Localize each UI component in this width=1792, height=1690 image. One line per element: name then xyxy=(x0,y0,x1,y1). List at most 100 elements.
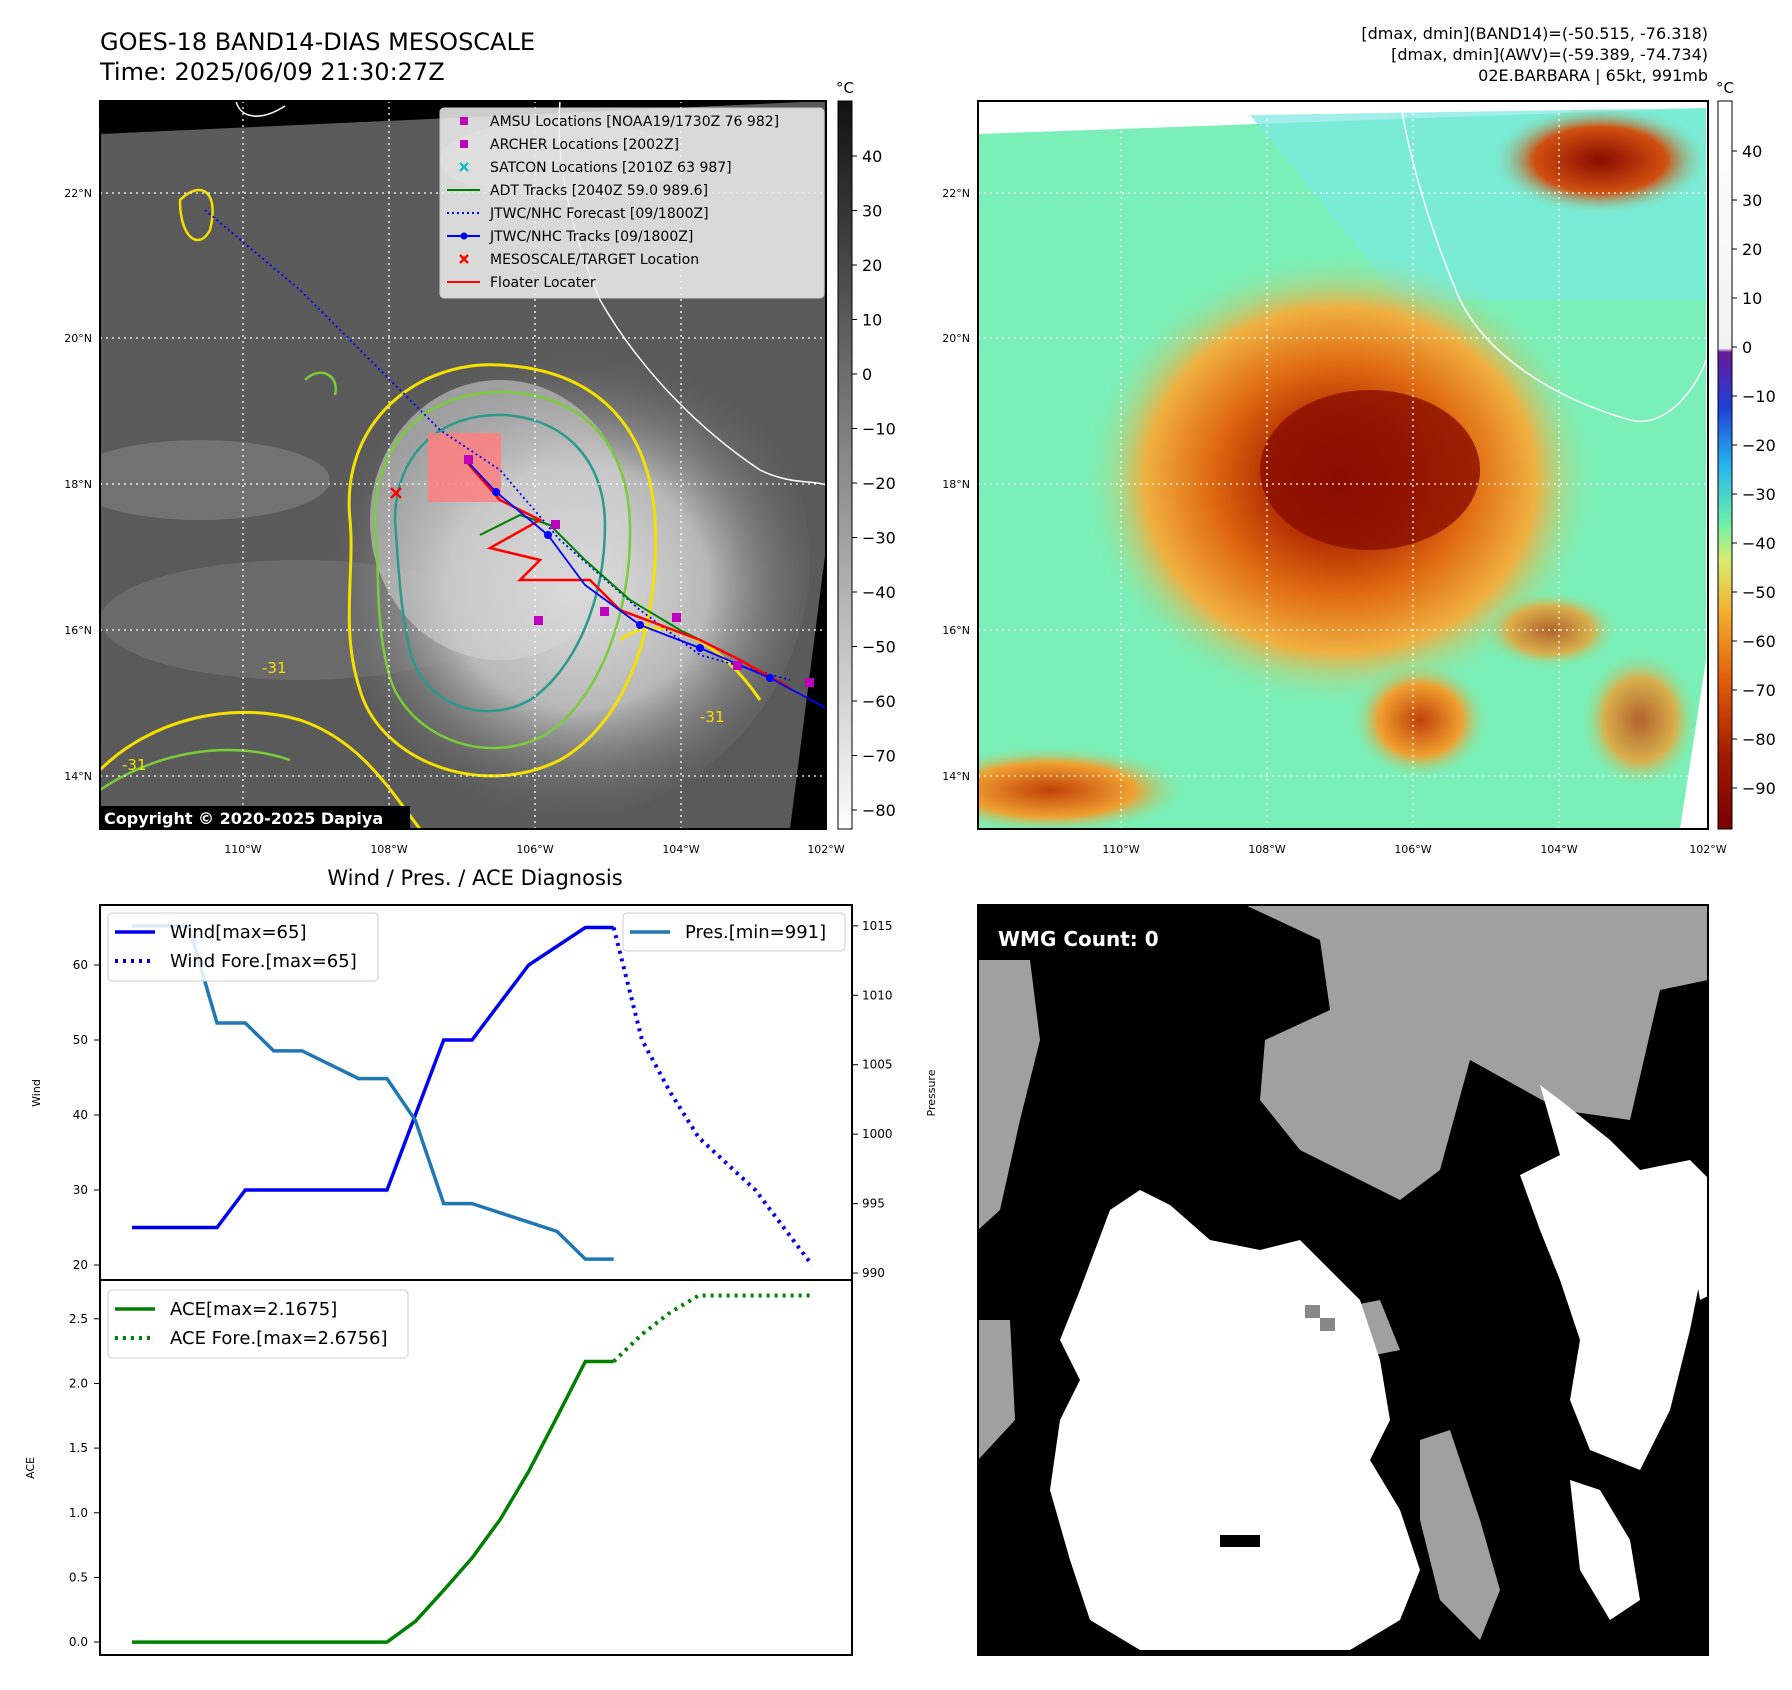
pressure-y-tick-label: 990 xyxy=(862,1266,885,1280)
wmg-white-regions xyxy=(1050,1085,1730,1650)
satcon-x-icon xyxy=(459,162,469,172)
wind-pressure-chart: 20 30 40 50 60 990 995 1000 1005 1010 1015 Wind P… xyxy=(30,904,938,1281)
awv-colorbar-tick-label: 20 xyxy=(1742,240,1762,259)
awv-colorbar-tick-label: −50 xyxy=(1742,583,1776,602)
ir-frame xyxy=(99,100,827,830)
awv-lat-labels: 22°N 20°N 18°N 16°N 14°N xyxy=(942,187,970,783)
ir-colorbar-tick-label: −70 xyxy=(862,747,896,766)
ace-y-tick-label: 0.5 xyxy=(69,1570,88,1584)
ace-series-line xyxy=(132,1359,614,1644)
svg-text:106°W: 106°W xyxy=(1394,843,1431,856)
awv-lon-labels: 110°W 108°W 106°W 104°W 102°W xyxy=(1102,843,1726,856)
forecast-track xyxy=(204,209,791,681)
wind-axis-label: Wind xyxy=(30,1079,43,1107)
pressure-y-tick-label: 1000 xyxy=(862,1127,893,1141)
ir-colorbar-tick-label: −60 xyxy=(862,692,896,711)
svg-text:106°W: 106°W xyxy=(516,843,553,856)
legend-amsu: AMSU Locations [NOAA19/1730Z 76 982] xyxy=(490,114,779,130)
svg-text:-31: -31 xyxy=(700,708,725,726)
legend-wind-fore: Wind Fore.[max=65] xyxy=(170,951,357,972)
ir-colorbar-unit: °C xyxy=(836,79,854,97)
target-marker xyxy=(390,487,402,499)
ir-lat-labels: 22°N 20°N 18°N 16°N 14°N xyxy=(64,187,92,783)
legend-ace: ACE[max=2.1675] xyxy=(170,1299,337,1320)
svg-text:110°W: 110°W xyxy=(1102,843,1139,856)
legend-archer: ARCHER Locations [2002Z] xyxy=(490,137,679,153)
ir-lon-labels: 110°W 108°W 106°W 104°W 102°W xyxy=(224,843,844,856)
awv-frame xyxy=(977,100,1709,830)
copyright: Copyright © 2020-2025 Dapiya xyxy=(104,809,383,828)
pressure-legend: Pres.[min=991] xyxy=(622,912,846,952)
target-x-icon xyxy=(459,254,469,264)
legend-adt: ADT Tracks [2040Z 59.0 989.6] xyxy=(490,183,708,199)
figure-time: Time: 2025/06/09 21:30:27Z xyxy=(99,58,445,86)
awv-colorbar-tick-label: 40 xyxy=(1742,142,1762,161)
ir-legend: AMSU Locations [NOAA19/1730Z 76 982] ARC… xyxy=(439,107,825,299)
svg-text:18°N: 18°N xyxy=(64,478,92,491)
awv-colorbar-tick-label: −70 xyxy=(1742,681,1776,700)
ace-chart: 0.0 0.5 1.0 1.5 2.0 2.5 ACE ACE[max=2.1675] A… xyxy=(24,1279,853,1656)
svg-text:22°N: 22°N xyxy=(64,187,92,200)
legend-wind: Wind[max=65] xyxy=(170,922,307,943)
svg-text:108°W: 108°W xyxy=(1248,843,1285,856)
svg-text:110°W: 110°W xyxy=(224,843,261,856)
ace-y-tick-label: 0.0 xyxy=(69,1635,88,1649)
wind-y-tick-label: 50 xyxy=(73,1033,88,1047)
svg-text:16°N: 16°N xyxy=(64,624,92,637)
best-track xyxy=(467,461,826,709)
archer-square-icon xyxy=(460,140,468,148)
pressure-series-line xyxy=(132,924,614,1261)
awv-colorbar-tick-label: −80 xyxy=(1742,730,1776,749)
wind-y-tick-label: 20 xyxy=(73,1258,88,1272)
ir-colorbar-tick-label: 40 xyxy=(862,147,882,166)
wind-forecast-series-line xyxy=(611,927,814,1267)
pressure-y-tick-label: 1005 xyxy=(862,1058,893,1072)
legend-forecast: JTWC/NHC Forecast [09/1800Z] xyxy=(489,206,709,222)
ir-colorbar-tick-label: −30 xyxy=(862,529,896,548)
pressure-y-tick-label: 995 xyxy=(862,1197,885,1211)
legend-floater: Floater Locater xyxy=(490,275,596,291)
ir-colorbar-tick-label: 30 xyxy=(862,202,882,221)
legend-track: JTWC/NHC Tracks [09/1800Z] xyxy=(489,229,693,245)
ir-colorbar-tick-label: 10 xyxy=(862,311,882,330)
awv-colorbar-tick-label: −20 xyxy=(1742,436,1776,455)
awv-colorbar-tick-label: −60 xyxy=(1742,632,1776,651)
svg-text:104°W: 104°W xyxy=(662,843,699,856)
ir-colorbar-tick-label: −20 xyxy=(862,474,896,493)
ir-map-panel: -31 -31 -31 Copyright © 2020-2025 Dapiya… xyxy=(64,79,896,856)
awv-colorbar-tick-label: −40 xyxy=(1742,534,1776,553)
wmg-panel: WMG Count: 0 xyxy=(977,904,1730,1656)
ir-colorbar-tick-label: 20 xyxy=(862,256,882,275)
awv-colorbar-tick-label: 0 xyxy=(1742,338,1752,357)
floater-track xyxy=(464,459,791,690)
legend-satcon: SATCON Locations [2010Z 63 987] xyxy=(490,160,732,176)
svg-text:18°N: 18°N xyxy=(942,478,970,491)
legend-pressure: Pres.[min=991] xyxy=(685,922,826,943)
wind-legend: Wind[max=65] Wind Fore.[max=65] xyxy=(107,912,379,982)
legend-ace-fore: ACE Fore.[max=2.6756] xyxy=(170,1328,388,1349)
svg-text:16°N: 16°N xyxy=(942,624,970,637)
amsu-square-icon xyxy=(460,117,468,125)
legend-target: MESOSCALE/TARGET Location xyxy=(490,252,699,268)
ir-contour-outer xyxy=(347,363,658,778)
ace-y-tick-label: 2.5 xyxy=(69,1312,88,1326)
ir-contour-inner xyxy=(393,413,607,713)
svg-text:14°N: 14°N xyxy=(64,770,92,783)
pressure-y-tick-label: 1015 xyxy=(862,919,893,933)
wmg-frame xyxy=(977,904,1709,1656)
svg-text:108°W: 108°W xyxy=(370,843,407,856)
diagnosis-title: Wind / Pres. / ACE Diagnosis xyxy=(327,866,622,890)
storm-info: 02E.BARBARA | 65kt, 991mb xyxy=(1478,66,1708,85)
awv-colorbar-tick-label: 10 xyxy=(1742,289,1762,308)
wmg-count: WMG Count: 0 xyxy=(998,927,1159,951)
awv-gridlines xyxy=(978,101,1708,829)
wind-y-tick-label: 40 xyxy=(73,1108,88,1122)
pressure-axis-label: Pressure xyxy=(925,1069,938,1116)
contour-label: -31 xyxy=(262,659,287,677)
awv-colorbar: °C 40 30 20 10 0 −10 −20 −30 −40 −50 −60 −70 −80 −90 xyxy=(1716,79,1776,830)
svg-text:20°N: 20°N xyxy=(64,332,92,345)
awv-colorbar-tick-label: 30 xyxy=(1742,191,1762,210)
ir-colorbar-tick-label: −50 xyxy=(862,638,896,657)
awv-coastline xyxy=(1399,101,1707,423)
